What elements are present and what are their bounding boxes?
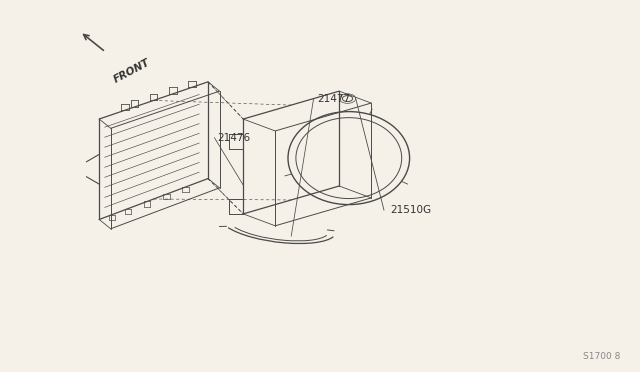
Text: 21477: 21477 [317,94,350,103]
Text: FRONT: FRONT [112,58,152,85]
Text: 21476: 21476 [218,133,251,142]
Text: S1700 8: S1700 8 [584,352,621,361]
Text: 21510G: 21510G [390,205,431,215]
